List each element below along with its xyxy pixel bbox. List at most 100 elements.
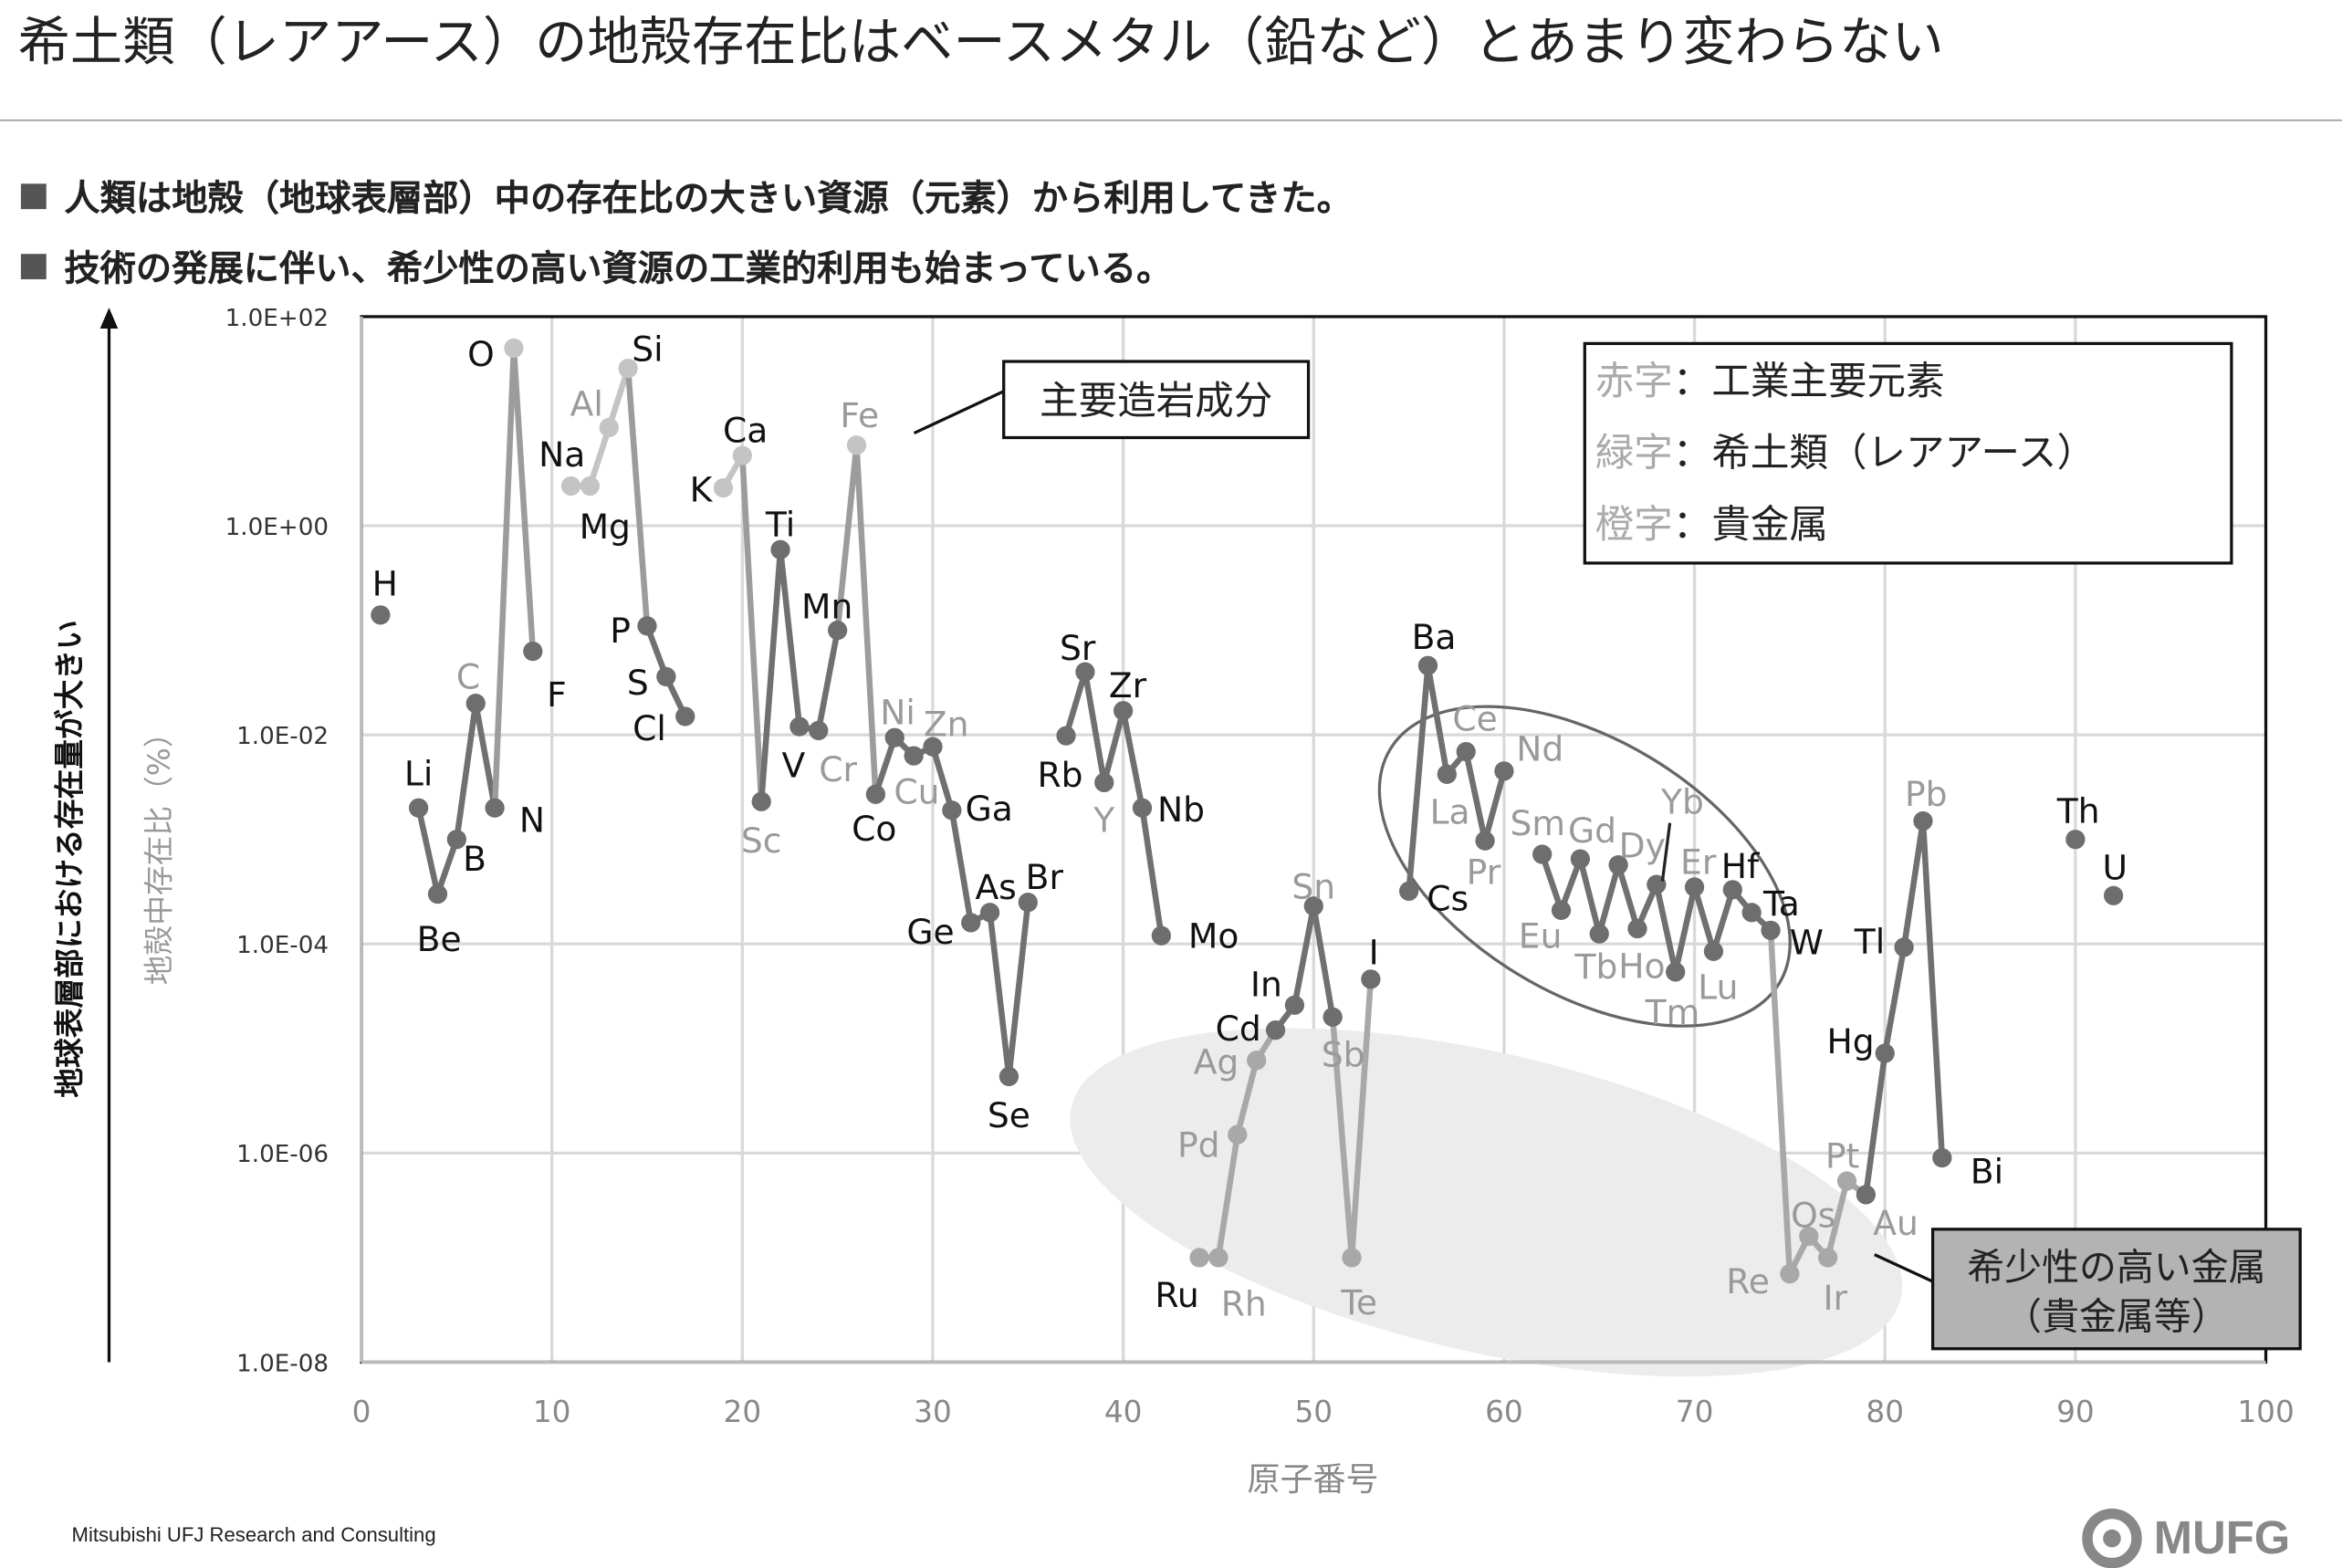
point-label-tm: Tm [1645,992,1700,1032]
point-label-co: Co [852,809,896,849]
point-label-pt: Pt [1825,1135,1859,1176]
point-label-pd: Pd [1177,1125,1220,1166]
data-point-zn [923,737,943,757]
data-point-cs [1398,881,1419,902]
data-point-al [599,417,619,438]
x-tick-label: 30 [914,1395,952,1429]
data-point-se [998,1066,1019,1087]
data-point-ca [732,445,752,465]
series-segment [1767,927,1793,1277]
point-label-c: C [456,656,480,696]
data-point-au [1856,1185,1877,1205]
legend-entry: 赤字：工業主要元素 [1595,360,1945,404]
point-label-k: K [690,469,714,509]
data-point-tl [1894,937,1914,957]
point-label-ho: Ho [1618,946,1665,987]
point-label-nb: Nb [1157,789,1205,830]
data-point-f [523,641,543,662]
series-segment [1062,668,1089,739]
data-point-te [1342,1248,1362,1268]
y-axis-label: 地殻中存在比（%） [142,717,177,985]
logo-ring-icon [2082,1508,2142,1568]
point-label-sr: Sr [1060,628,1096,668]
data-point-w [1761,920,1781,940]
data-point-ag [1247,1051,1267,1071]
point-label-cu: Cu [894,772,939,812]
x-tick-label: 90 [2056,1395,2095,1429]
x-tick-label: 80 [1866,1395,1904,1429]
x-tick-label: 100 [2237,1395,2294,1429]
x-tick-label: 0 [352,1395,371,1429]
data-point-hf [1722,880,1742,900]
data-point-sm [1532,844,1553,864]
title-divider [0,119,2342,121]
data-point-ga [942,800,962,821]
point-label-rh: Rh [1221,1284,1267,1324]
point-label-eu: Eu [1519,915,1563,956]
x-tick-label: 40 [1104,1395,1143,1429]
y-tick-label: 1.0E-08 [236,1350,329,1377]
bullet-2: 技術の発展に伴い、希少性の高い資源の工業的利用も始まっている。 [20,239,1172,291]
point-label-bi: Bi [1971,1151,2003,1191]
point-label-s: S [627,663,649,703]
data-point-os [1799,1226,1819,1247]
data-point-sr [1075,662,1095,682]
data-point-si [618,358,638,379]
series-segment [491,345,518,811]
point-label-as: As [975,867,1016,907]
point-label-pr: Pr [1467,852,1501,893]
data-point-o [504,338,524,359]
point-label-dy: Dy [1619,825,1666,865]
point-label-se: Se [988,1095,1030,1135]
data-point-pt [1836,1171,1857,1191]
series-segment [853,442,879,798]
precious-metal-region [1070,1028,1903,1377]
data-point-pd [1228,1124,1248,1145]
point-label-os: Os [1791,1196,1835,1236]
data-point-rb [1056,726,1076,746]
data-point-mn [828,620,848,641]
data-point-bi [1932,1147,1952,1168]
legend [1583,341,2233,565]
major-rock-leader [913,390,1005,435]
point-label-br: Br [1026,857,1064,897]
rare-metal-text-1: 希少性の高い金属 [1967,1245,2265,1289]
point-label-ni: Ni [880,692,915,732]
point-label-mo: Mo [1188,915,1239,956]
series-segment [472,700,498,811]
series-segment [987,909,1012,1080]
legend-key: 赤字 [1595,360,1673,404]
x-tick-label: 50 [1294,1395,1333,1429]
series-segment [1329,1014,1355,1261]
series-segment [929,743,956,814]
series-segment [587,424,612,489]
point-label-ca: Ca [723,410,768,450]
data-point-yb [1684,877,1705,897]
series-segment [815,627,841,734]
point-label-tl: Tl [1854,921,1885,961]
series-segment [1101,707,1126,786]
point-label-in: In [1250,964,1282,1004]
data-point-dy [1608,855,1628,875]
data-point-ir [1818,1248,1838,1268]
data-point-tm [1666,962,1686,982]
point-label-ru: Ru [1155,1275,1198,1315]
point-label-tb: Tb [1574,946,1618,987]
data-point-ho [1627,918,1647,939]
data-point-sb [1323,1007,1343,1027]
bullet-1: 人類は地殻（地球表層部）中の存在比の大きい資源（元素）から利用してきた。 [20,169,1353,221]
point-label-o: O [467,334,495,374]
point-label-ge: Ge [906,912,954,952]
series-segment [624,365,651,630]
point-label-lu: Lu [1698,967,1738,1008]
series-segment [1691,883,1717,955]
data-point-n [485,798,505,818]
series-segment [510,345,537,654]
series-segment [1577,855,1603,937]
series-segment [1900,818,1927,951]
logo-text: MUFG [2153,1511,2291,1564]
point-label-cd: Cd [1216,1009,1261,1049]
point-label-au: Au [1873,1203,1919,1243]
point-label-yb: Yb [1660,782,1704,822]
point-label-n: N [519,800,545,840]
